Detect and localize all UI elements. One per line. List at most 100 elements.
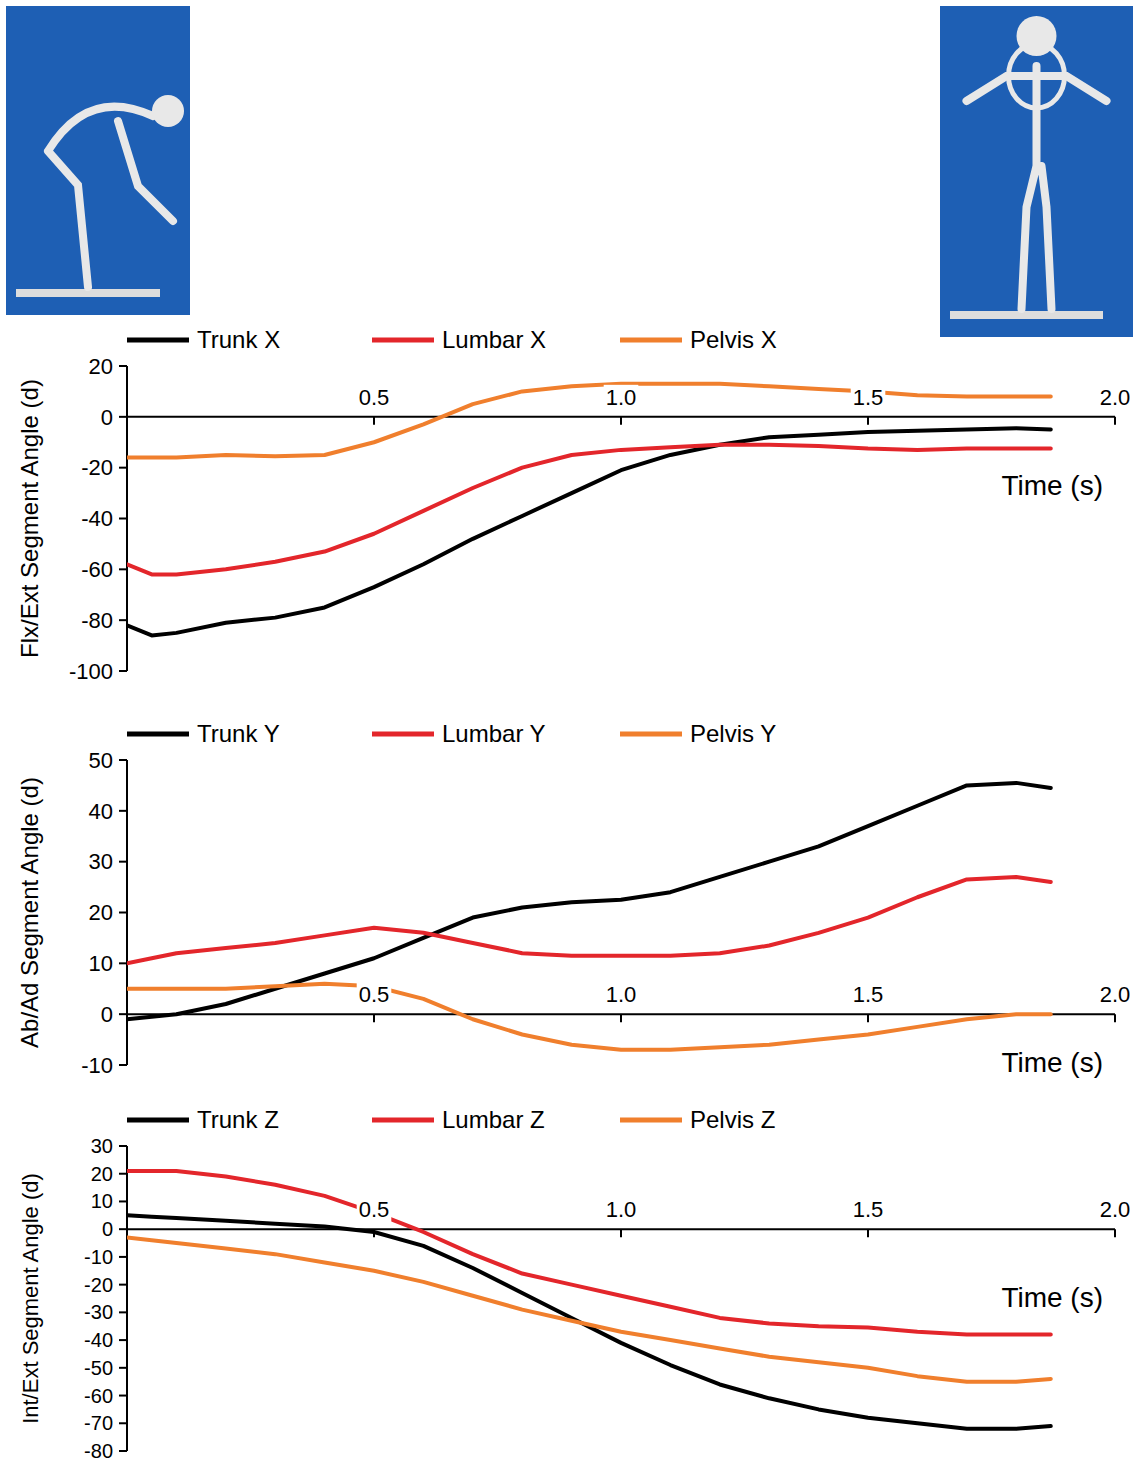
x-tick xyxy=(373,1014,375,1022)
lines xyxy=(127,783,1051,1050)
y-tick-label: -10 xyxy=(84,1246,113,1268)
x-tick xyxy=(620,417,622,425)
y-tick xyxy=(119,1013,127,1015)
x-tick xyxy=(867,417,869,425)
y-tick xyxy=(119,912,127,914)
label-patch xyxy=(357,385,392,410)
label-patch xyxy=(604,385,639,410)
y-tick xyxy=(119,1228,127,1230)
x-tick-label: 1.5 xyxy=(853,982,884,1007)
y-tick-label: 10 xyxy=(89,951,113,976)
y-tick xyxy=(119,810,127,812)
x-tick-label: 0.5 xyxy=(359,1197,390,1222)
label-patch xyxy=(851,385,886,410)
legend-label: Pelvis Y xyxy=(690,720,776,747)
label-patch xyxy=(604,982,639,1007)
y-tick xyxy=(119,759,127,761)
illustration xyxy=(940,6,1133,337)
x-tick-label: 2.0 xyxy=(1100,1197,1131,1222)
series-line xyxy=(127,445,1051,575)
y-tick xyxy=(119,1284,127,1286)
x-tick xyxy=(1114,417,1116,425)
x-tick xyxy=(1114,1014,1116,1022)
y-tick-label: 30 xyxy=(89,849,113,874)
y-tick-label: 0 xyxy=(102,1218,113,1240)
legend-swatch xyxy=(620,1118,682,1123)
y-tick-label: 0 xyxy=(101,405,113,430)
x-tick-label: 2.0 xyxy=(1100,385,1131,410)
series-line xyxy=(127,428,1051,635)
y-axis xyxy=(126,1146,128,1451)
y-tick-label: -70 xyxy=(84,1412,113,1434)
y-tick xyxy=(119,670,127,672)
y-tick xyxy=(119,467,127,469)
illustration-bg xyxy=(940,6,1133,337)
legend-swatch xyxy=(372,1118,434,1123)
y-tick xyxy=(119,1339,127,1341)
x-tick xyxy=(620,1229,622,1237)
series-line xyxy=(127,877,1051,963)
y-tick-label: -20 xyxy=(84,1274,113,1296)
y-tick-label: -100 xyxy=(69,659,113,684)
y-tick xyxy=(119,619,127,621)
y-tick-label: 20 xyxy=(91,1163,113,1185)
x-tick-label: 0.5 xyxy=(359,982,390,1007)
illustration-head xyxy=(152,95,184,127)
y-tick-label: 30 xyxy=(91,1135,113,1157)
legend-swatch xyxy=(127,1118,189,1123)
x-tick xyxy=(867,1014,869,1022)
illustration-bg xyxy=(6,6,190,315)
illustration-body xyxy=(967,66,1107,309)
x-tick xyxy=(373,417,375,425)
y-tick-label: -60 xyxy=(84,1385,113,1407)
legend-swatch xyxy=(620,732,682,737)
y-tick xyxy=(119,1311,127,1313)
legend-label: Lumbar Y xyxy=(442,720,546,747)
panel: -1001020304050Ab/Ad Segment Angle (d)0.5… xyxy=(16,720,1132,1078)
y-tick xyxy=(119,1256,127,1258)
y-axis-title: Flx/Ext Segment Angle (d) xyxy=(16,379,43,658)
y-tick xyxy=(119,1422,127,1424)
series-line xyxy=(127,384,1051,458)
legend-label: Lumbar X xyxy=(442,326,546,353)
illustration-body xyxy=(48,107,173,287)
label-patch xyxy=(851,1197,886,1222)
panel: -80-70-60-50-40-30-20-100102030Int/Ext S… xyxy=(18,1106,1132,1462)
y-tick xyxy=(119,365,127,367)
lines xyxy=(127,1171,1051,1429)
legend-swatch xyxy=(127,338,189,343)
y-tick xyxy=(119,1200,127,1202)
panel: -100-80-60-40-20020Flx/Ext Segment Angle… xyxy=(16,326,1132,684)
x-tick-label: 0.5 xyxy=(359,385,390,410)
x-axis-title: Time (s) xyxy=(1001,1047,1103,1078)
y-tick-label: -50 xyxy=(84,1357,113,1379)
y-tick xyxy=(119,518,127,520)
series-line xyxy=(127,1238,1051,1382)
legend-label: Trunk X xyxy=(197,326,280,353)
y-axis-title: Int/Ext Segment Angle (d) xyxy=(18,1173,43,1424)
y-tick xyxy=(119,1173,127,1175)
y-tick-label: -30 xyxy=(84,1301,113,1323)
y-tick-label: 40 xyxy=(89,799,113,824)
y-axis-title: Ab/Ad Segment Angle (d) xyxy=(16,777,43,1048)
legend-label: Trunk Y xyxy=(197,720,280,747)
x-tick xyxy=(1114,1229,1116,1237)
x-axis-title: Time (s) xyxy=(1001,470,1103,501)
y-tick xyxy=(119,861,127,863)
y-tick-label: 20 xyxy=(89,900,113,925)
y-tick xyxy=(119,962,127,964)
y-tick xyxy=(119,1064,127,1066)
y-tick-label: -40 xyxy=(84,1329,113,1351)
series-line xyxy=(127,1215,1051,1429)
y-tick-label: -10 xyxy=(81,1053,113,1078)
y-tick-label: 50 xyxy=(89,748,113,773)
y-tick xyxy=(119,1395,127,1397)
legend-label: Lumbar Z xyxy=(442,1106,545,1133)
legend-label: Trunk Z xyxy=(197,1106,279,1133)
y-tick-label: -20 xyxy=(81,455,113,480)
y-tick xyxy=(119,1145,127,1147)
y-tick xyxy=(119,568,127,570)
x-tick xyxy=(867,1229,869,1237)
y-tick-label: -40 xyxy=(81,506,113,531)
illustration-plate xyxy=(950,311,1103,319)
